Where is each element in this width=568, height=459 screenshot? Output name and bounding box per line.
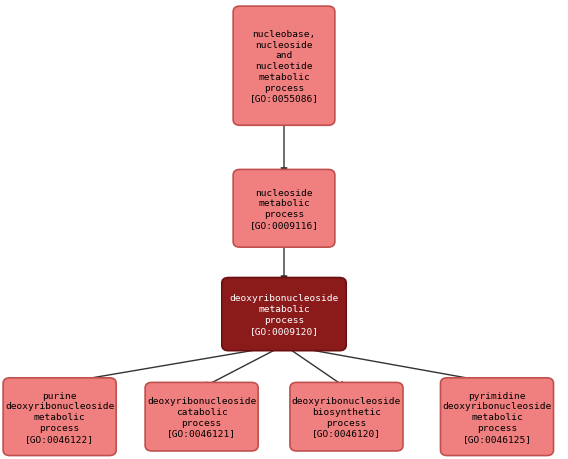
FancyBboxPatch shape: [222, 278, 346, 351]
FancyBboxPatch shape: [233, 7, 335, 126]
Text: nucleobase,
nucleoside
and
nucleotide
metabolic
process
[GO:0055086]: nucleobase, nucleoside and nucleotide me…: [249, 30, 319, 103]
FancyBboxPatch shape: [3, 378, 116, 455]
FancyBboxPatch shape: [233, 170, 335, 247]
FancyBboxPatch shape: [145, 383, 258, 451]
Text: nucleoside
metabolic
process
[GO:0009116]: nucleoside metabolic process [GO:0009116…: [249, 188, 319, 230]
Text: deoxyribonucleoside
metabolic
process
[GO:0009120]: deoxyribonucleoside metabolic process [G…: [229, 294, 339, 335]
FancyBboxPatch shape: [290, 383, 403, 451]
Text: deoxyribonucleoside
biosynthetic
process
[GO:0046120]: deoxyribonucleoside biosynthetic process…: [292, 396, 401, 437]
Text: deoxyribonucleoside
catabolic
process
[GO:0046121]: deoxyribonucleoside catabolic process [G…: [147, 396, 256, 437]
Text: purine
deoxyribonucleoside
metabolic
process
[GO:0046122]: purine deoxyribonucleoside metabolic pro…: [5, 391, 114, 443]
FancyBboxPatch shape: [441, 378, 553, 455]
Text: pyrimidine
deoxyribonucleoside
metabolic
process
[GO:0046125]: pyrimidine deoxyribonucleoside metabolic…: [442, 391, 552, 443]
